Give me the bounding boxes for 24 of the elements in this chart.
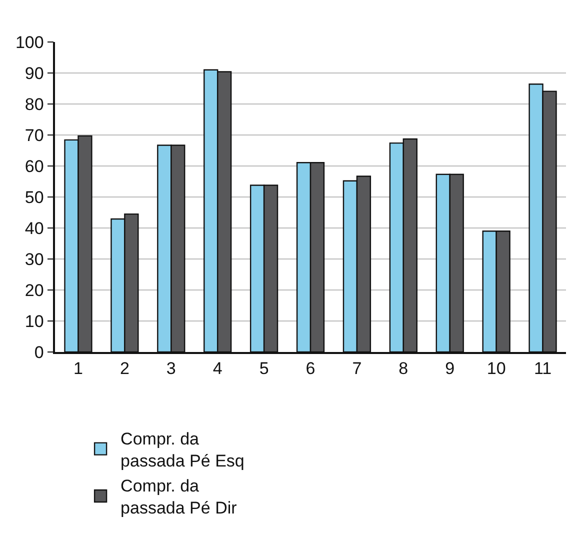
- y-tick-label: 90: [24, 64, 44, 83]
- x-tick-label: 2: [120, 359, 130, 378]
- y-tick-label: 100: [15, 32, 44, 52]
- y-tick-label: 20: [24, 280, 44, 300]
- x-tick-label: 10: [486, 359, 506, 378]
- x-tick-label: 9: [445, 359, 455, 378]
- y-tick-label: 10: [24, 312, 44, 331]
- x-tick-label: 3: [166, 359, 176, 378]
- x-tick-label: 5: [259, 359, 269, 378]
- x-tick-label: 7: [352, 359, 362, 378]
- y-tick-label: 0: [34, 342, 44, 362]
- x-tick-label: 11: [534, 359, 552, 378]
- y-tick-label: 50: [24, 188, 44, 207]
- x-tick-label: 1: [73, 359, 83, 378]
- legend-label: Compr. da passada Pé Dir: [120, 476, 238, 518]
- y-tick-label: 40: [24, 218, 44, 238]
- y-tick-label: 60: [24, 156, 44, 176]
- x-tick-label: 8: [398, 359, 408, 378]
- x-tick-label: 4: [212, 359, 222, 378]
- legend-label: Compr. da passada Pé Esq: [120, 429, 244, 470]
- y-tick-label: 80: [24, 94, 44, 114]
- x-tick-label: 6: [306, 359, 316, 378]
- y-tick-label: 30: [24, 250, 44, 269]
- y-tick-label: 70: [24, 126, 44, 145]
